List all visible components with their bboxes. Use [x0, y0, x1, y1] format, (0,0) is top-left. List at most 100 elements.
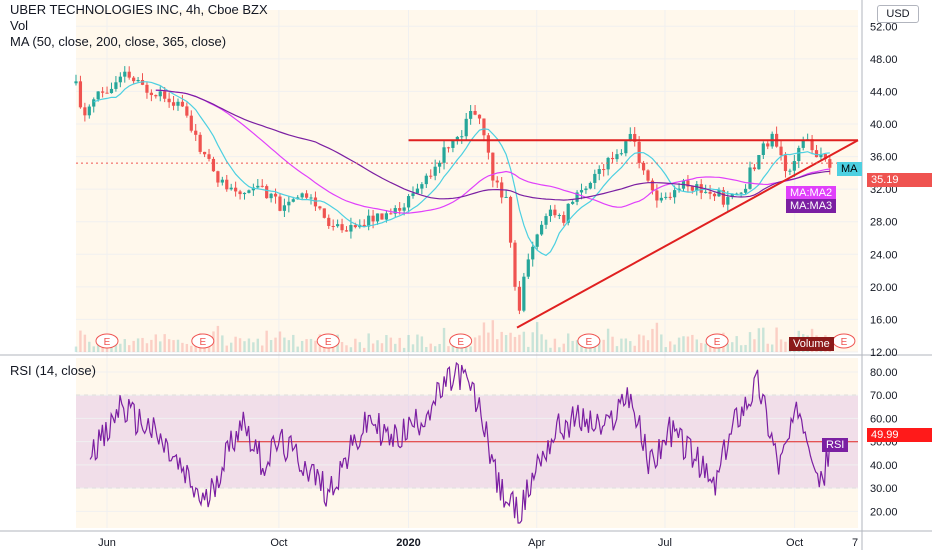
volume-bar [167, 339, 171, 352]
volume-bar [88, 341, 91, 352]
candle-body [699, 184, 703, 193]
candle-body [336, 224, 340, 227]
volume-bar [487, 332, 490, 352]
ma3-tag: MA:MA3 [786, 199, 837, 213]
price-axis-tick: 44.00 [870, 86, 898, 98]
volume-bar [225, 345, 228, 352]
volume-bar [442, 327, 446, 352]
volume-bar [598, 339, 601, 352]
volume-bar [482, 322, 486, 352]
ma-indicator-label[interactable]: MA (50, close, 200, close, 365, close) [10, 34, 227, 49]
candle-body [247, 190, 251, 193]
volume-bar [296, 346, 299, 352]
candle-body [216, 171, 220, 183]
candle-body [136, 79, 140, 82]
candle-body [109, 88, 114, 94]
candle-body [708, 191, 712, 194]
volume-bar [380, 343, 384, 352]
earnings-marker-circle [449, 333, 473, 349]
trendline-support [516, 139, 859, 329]
volume-bar [775, 327, 778, 352]
earnings-marker-label: E [841, 337, 848, 348]
candle-body [539, 224, 544, 235]
candle-body [712, 193, 717, 197]
volume-bar [629, 341, 632, 352]
volume-bar [691, 334, 694, 352]
earnings-marker[interactable]: E [95, 333, 119, 349]
candle-body [828, 159, 832, 168]
candle-body [140, 79, 145, 85]
candle-body [340, 224, 344, 231]
volume-bar [624, 338, 628, 352]
candle-body [446, 147, 451, 149]
earnings-marker-label: E [325, 337, 332, 348]
ma-line-3 [155, 89, 830, 201]
last-price-tag: 35.19 [867, 173, 932, 187]
volume-bar [469, 346, 472, 352]
volume-bar [256, 338, 260, 352]
candle-body [610, 157, 615, 160]
candle-body [659, 197, 663, 201]
currency-button[interactable]: USD [877, 5, 919, 23]
volume-bar [735, 336, 738, 352]
earnings-marker[interactable]: E [705, 333, 729, 349]
candle-body [810, 139, 814, 151]
volume-bar [779, 339, 783, 352]
candle-body [641, 162, 646, 171]
volume-bar [686, 336, 690, 352]
candle-body [469, 110, 473, 119]
volume-bar [345, 345, 348, 352]
ma2-tag: MA:MA2 [786, 186, 837, 200]
volume-bar [150, 339, 153, 352]
volume-bar [185, 343, 189, 352]
rsi-indicator-label[interactable]: RSI (14, close) [10, 363, 96, 378]
volume-bar [553, 338, 557, 352]
earnings-marker[interactable]: E [577, 333, 601, 349]
volume-indicator-label[interactable]: Vol [10, 18, 29, 33]
candle-body [668, 196, 672, 198]
earnings-marker[interactable]: E [832, 333, 856, 349]
earnings-marker[interactable]: E [316, 333, 340, 349]
volume-bar [575, 340, 579, 352]
earnings-marker[interactable]: E [191, 333, 215, 349]
candle-body [198, 134, 202, 152]
candle-body [282, 205, 287, 211]
volume-bar [367, 333, 370, 352]
volume-bar [664, 347, 667, 352]
candle-body [664, 196, 668, 198]
volume-bar [478, 335, 481, 352]
volume-bar [770, 344, 774, 352]
candle-body [406, 196, 411, 208]
candle-body [158, 91, 162, 97]
candle-body [566, 203, 570, 223]
candle-body [202, 151, 207, 155]
candle-body [730, 193, 734, 198]
volume-bar [753, 339, 756, 352]
time-axis-tick: Oct [270, 537, 287, 549]
volume-bar [265, 330, 268, 352]
volume-bar [181, 342, 184, 352]
candle-body [331, 225, 335, 227]
candle-body [593, 173, 597, 183]
candle-body [171, 102, 176, 106]
volume-bar [216, 325, 220, 352]
earnings-marker[interactable]: E [449, 333, 473, 349]
volume-bar [278, 331, 282, 352]
volume-bar [141, 337, 144, 352]
volume-bar [261, 345, 264, 352]
candle-body [375, 213, 380, 222]
volume-bar [287, 340, 291, 352]
volume-bar [447, 346, 450, 352]
candle-body [597, 169, 601, 174]
volume-bar [136, 338, 140, 352]
candle-body [482, 118, 486, 136]
earnings-marker-circle [95, 333, 119, 349]
volume-bar [132, 340, 135, 352]
candle-body [486, 135, 490, 153]
candle-body [819, 154, 823, 158]
rsi-axis-tick: 40.00 [870, 460, 898, 472]
volume-bar [96, 341, 100, 352]
volume-bar [234, 336, 237, 352]
volume-bar [535, 322, 539, 352]
